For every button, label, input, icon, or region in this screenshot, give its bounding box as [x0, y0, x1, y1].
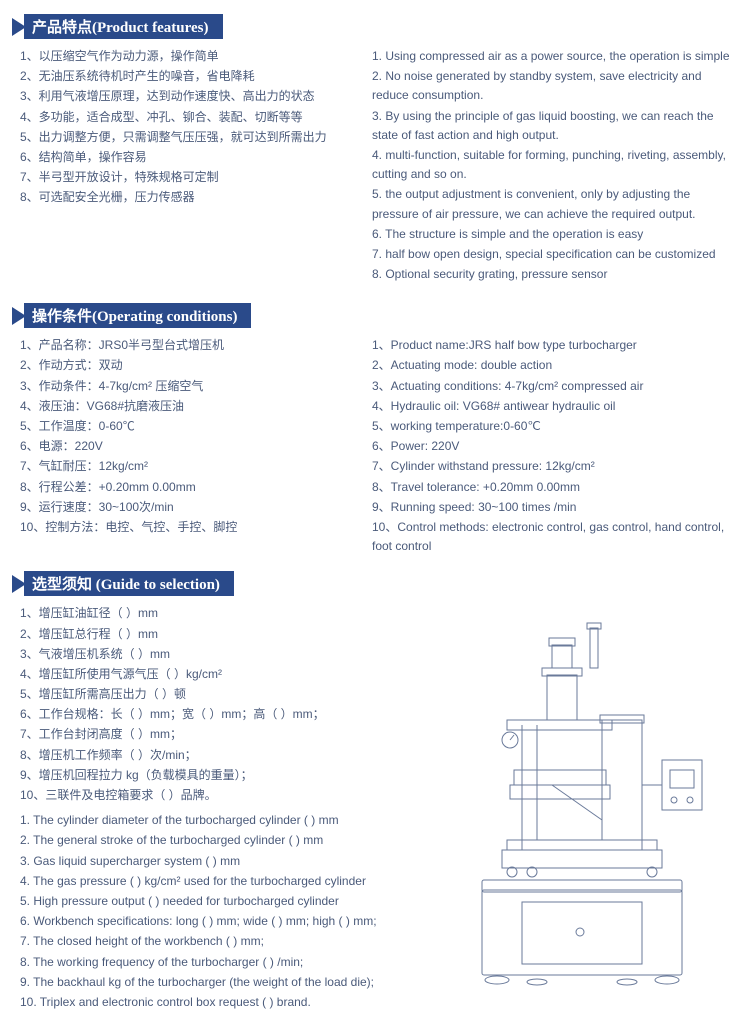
- features-title: 产品特点(Product features): [24, 14, 223, 39]
- features-list-cn: 1、以压缩空气作为动力源，操作简单 2、无油压系统待机时产生的噪音，省电降耗 3…: [12, 47, 352, 285]
- list-item: 10、Control methods: electronic control, …: [372, 518, 738, 556]
- list-item: 4、增压缸所使用气源气压（ ）kg/cm²: [20, 665, 452, 684]
- list-item: 4. The gas pressure ( ) kg/cm² used for …: [20, 872, 452, 891]
- list-item: 1、Product name:JRS half bow type turboch…: [372, 336, 738, 355]
- list-item: 2. No noise generated by standby system,…: [372, 67, 738, 105]
- list-item: 1、产品名称：JRS0半弓型台式增压机: [20, 336, 352, 355]
- selection-title: 选型须知 (Guide to selection): [24, 571, 234, 596]
- selection-title-cn: 选型须知: [32, 577, 92, 593]
- features-content: 1、以压缩空气作为动力源，操作简单 2、无油压系统待机时产生的噪音，省电降耗 3…: [12, 47, 738, 285]
- list-item: 10. Triplex and electronic control box r…: [20, 993, 452, 1012]
- list-item: 1、以压缩空气作为动力源，操作简单: [20, 47, 352, 66]
- list-item: 7、工作台封闭高度（ ）mm；: [20, 725, 452, 744]
- list-item: 1. The cylinder diameter of the turbocha…: [20, 811, 452, 830]
- list-item: 5、出力调整方便，只需调整气压压强，就可达到所需出力: [20, 128, 352, 147]
- list-item: 4、多功能，适合成型、冲孔、铆合、装配、切断等等: [20, 108, 352, 127]
- list-item: 8. The working frequency of the turbocha…: [20, 953, 452, 972]
- list-item: 3. Gas liquid supercharger system ( ) mm: [20, 852, 452, 871]
- list-item: 10、控制方法：电控、气控、手控、脚控: [20, 518, 352, 537]
- selection-header: 选型须知 (Guide to selection): [12, 571, 738, 596]
- features-title-en: (Product features): [92, 20, 209, 36]
- conditions-title-cn: 操作条件: [32, 309, 92, 325]
- list-item: 2. The general stroke of the turbocharge…: [20, 831, 452, 850]
- list-item: 9、增压机回程拉力 kg（负载模具的重量）；: [20, 766, 452, 785]
- list-item: 1、增压缸油缸径（ ）mm: [20, 604, 452, 623]
- list-item: 6、电源：220V: [20, 437, 352, 456]
- list-item: 8、Travel tolerance: +0.20mm 0.00mm: [372, 478, 738, 497]
- features-list-en: 1. Using compressed air as a power sourc…: [364, 47, 738, 285]
- selection-title-en: (Guide to selection): [96, 577, 220, 593]
- list-item: 3、Actuating conditions: 4-7kg/cm² compre…: [372, 377, 738, 396]
- list-item: 7、半弓型开放设计，特殊规格可定制: [20, 168, 352, 187]
- features-title-cn: 产品特点: [32, 20, 92, 36]
- list-item: 5. the output adjustment is convenient, …: [372, 185, 738, 223]
- list-item: 6、结构简单，操作容易: [20, 148, 352, 167]
- list-item: 8、行程公差：+0.20mm 0.00mm: [20, 478, 352, 497]
- conditions-list-en: 1、Product name:JRS half bow type turboch…: [364, 336, 738, 557]
- features-header: 产品特点(Product features): [12, 14, 738, 39]
- list-item: 4、Hydraulic oil: VG68# antiwear hydrauli…: [372, 397, 738, 416]
- list-item: 2、无油压系统待机时产生的噪音，省电降耗: [20, 67, 352, 86]
- list-item: 2、作动方式：双动: [20, 356, 352, 375]
- list-item: 4、液压油：VG68#抗磨液压油: [20, 397, 352, 416]
- list-item: 4. multi-function, suitable for forming,…: [372, 146, 738, 184]
- conditions-title: 操作条件(Operating conditions): [24, 303, 251, 328]
- list-item: 2、增压缸总行程（ ）mm: [20, 625, 452, 644]
- list-item: 10、三联件及电控箱要求（ ）品牌。: [20, 786, 452, 805]
- list-item: 6、Power: 220V: [372, 437, 738, 456]
- conditions-header: 操作条件(Operating conditions): [12, 303, 738, 328]
- list-item: 7. The closed height of the workbench ( …: [20, 932, 452, 951]
- selection-content: 1、增压缸油缸径（ ）mm 2、增压缸总行程（ ）mm 3、气液增压机系统（ ）…: [12, 604, 452, 1012]
- machine-diagram: [452, 620, 722, 990]
- conditions-title-en: (Operating conditions): [92, 309, 237, 325]
- list-item: 5、working temperature:0-60℃: [372, 417, 738, 436]
- conditions-list-cn: 1、产品名称：JRS0半弓型台式增压机 2、作动方式：双动 3、作动条件：4-7…: [12, 336, 352, 557]
- list-item: 1. Using compressed air as a power sourc…: [372, 47, 738, 66]
- list-item: 5、增压缸所需高压出力（ ）顿: [20, 685, 452, 704]
- list-item: 7. half bow open design, special specifi…: [372, 245, 738, 264]
- list-item: 6. Workbench specifications: long ( ) mm…: [20, 912, 452, 931]
- list-item: 8、可选配安全光栅，压力传感器: [20, 188, 352, 207]
- list-item: 3、作动条件：4-7kg/cm² 压缩空气: [20, 377, 352, 396]
- list-item: 3、利用气液增压原理，达到动作速度快、高出力的状态: [20, 87, 352, 106]
- list-item: 8、增压机工作频率（ ）次/min；: [20, 746, 452, 765]
- selection-list-en: 1. The cylinder diameter of the turbocha…: [12, 811, 452, 1012]
- conditions-content: 1、产品名称：JRS0半弓型台式增压机 2、作动方式：双动 3、作动条件：4-7…: [12, 336, 738, 557]
- selection-list-cn: 1、增压缸油缸径（ ）mm 2、增压缸总行程（ ）mm 3、气液增压机系统（ ）…: [12, 604, 452, 805]
- list-item: 7、Cylinder withstand pressure: 12kg/cm²: [372, 457, 738, 476]
- list-item: 9. The backhaul kg of the turbocharger (…: [20, 973, 452, 992]
- list-item: 9、运行速度：30~100次/min: [20, 498, 352, 517]
- list-item: 5、工作温度：0-60℃: [20, 417, 352, 436]
- list-item: 3、气液增压机系统（ ）mm: [20, 645, 452, 664]
- list-item: 7、气缸耐压：12kg/cm²: [20, 457, 352, 476]
- list-item: 3. By using the principle of gas liquid …: [372, 107, 738, 145]
- list-item: 2、Actuating mode: double action: [372, 356, 738, 375]
- list-item: 6、工作台规格：长（ ）mm；宽（ ）mm；高（ ）mm；: [20, 705, 452, 724]
- list-item: 8. Optional security grating, pressure s…: [372, 265, 738, 284]
- list-item: 6. The structure is simple and the opera…: [372, 225, 738, 244]
- list-item: 9、Running speed: 30~100 times /min: [372, 498, 738, 517]
- list-item: 5. High pressure output ( ) needed for t…: [20, 892, 452, 911]
